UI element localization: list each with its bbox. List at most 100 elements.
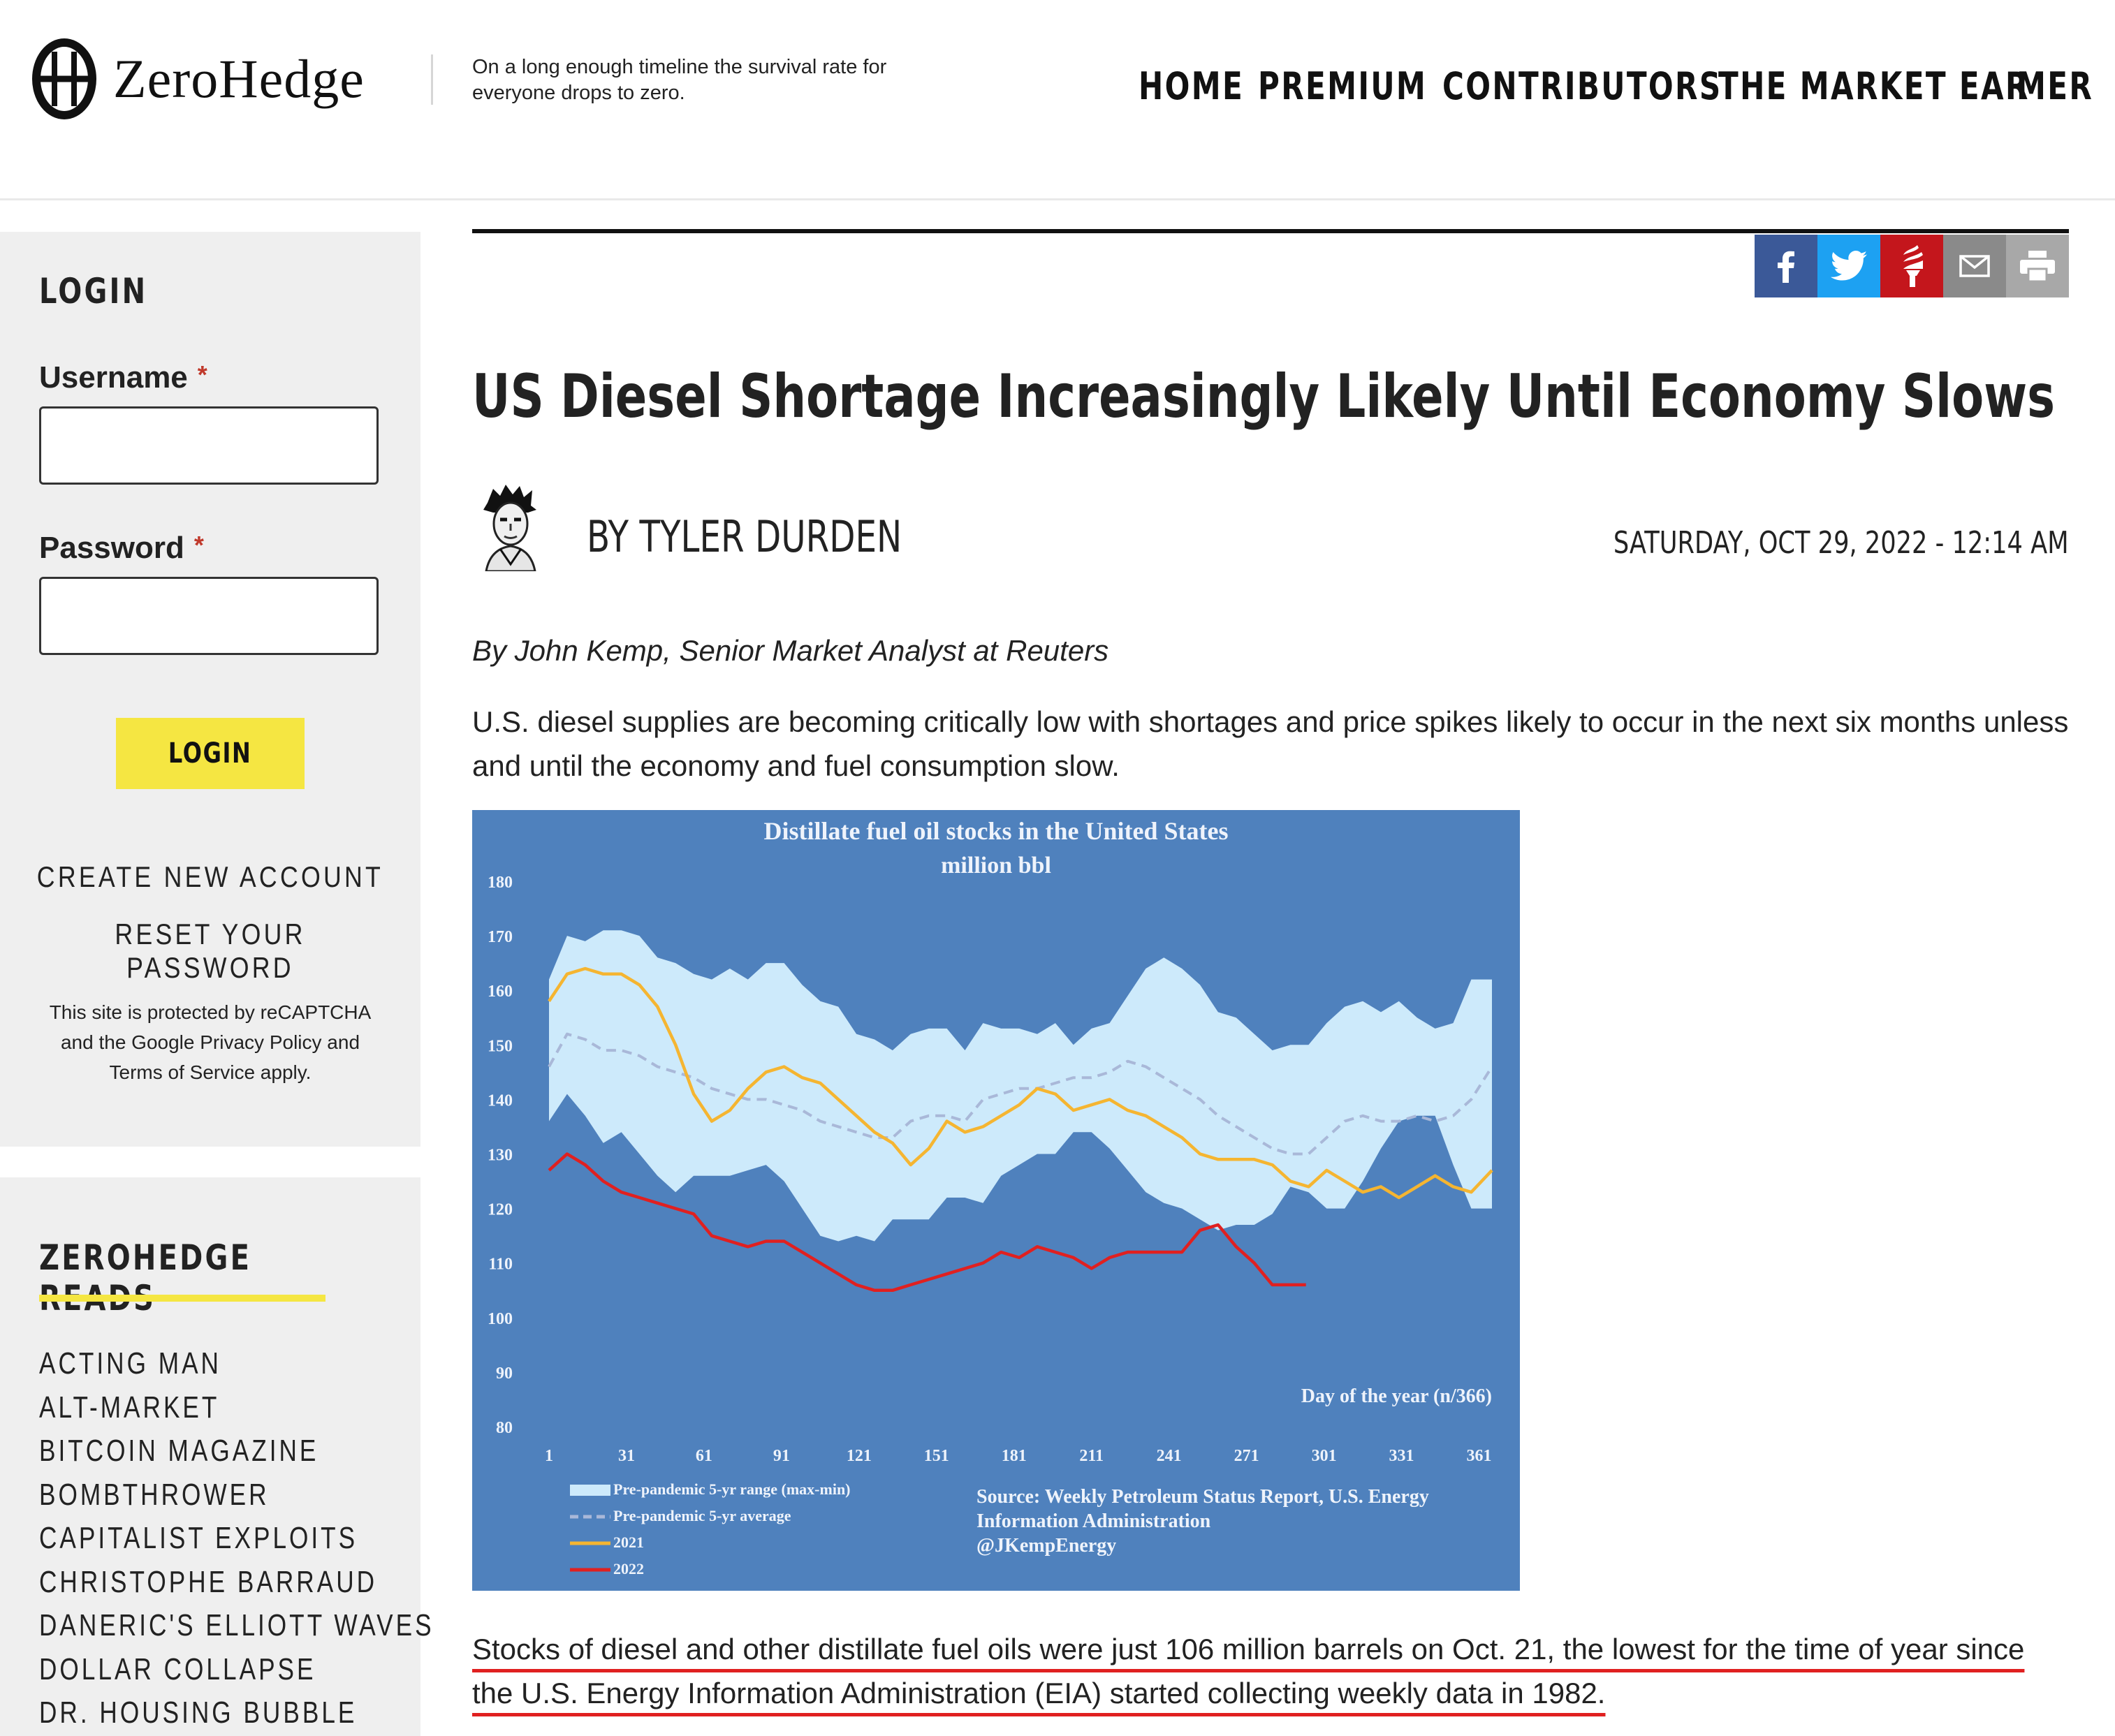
- password-label: Password *: [39, 531, 204, 565]
- login-title: LOGIN: [39, 271, 148, 311]
- source-line: Source: Weekly Petroleum Status Report, …: [976, 1486, 1429, 1508]
- chart-subtitle: million bbl: [941, 853, 1051, 878]
- y-tick-label: 160: [488, 983, 513, 1001]
- distillate-stocks-chart: Distillate fuel oil stocks in the United…: [472, 810, 1520, 1591]
- series-line: [548, 1032, 1493, 1156]
- y-tick-label: 100: [488, 1310, 513, 1328]
- article-paragraph-highlighted: Stocks of diesel and other distillate fu…: [472, 1633, 2025, 1709]
- x-tick-label: 331: [1389, 1447, 1414, 1465]
- reads-link[interactable]: ACTING MAN: [39, 1346, 221, 1381]
- reads-link[interactable]: BITCOIN MAGAZINE: [39, 1434, 319, 1468]
- zerohedge-logo-icon: [32, 38, 96, 119]
- author-name[interactable]: BY TYLER DURDEN: [587, 511, 902, 562]
- x-tick-label: 301: [1312, 1447, 1337, 1465]
- facebook-icon: [1778, 251, 1794, 283]
- source-line: @JKempEnergy: [976, 1535, 1116, 1557]
- zerohedge-reads-panel: ZEROHEDGE READS ACTING MAN ALT-MARKET BI…: [0, 1177, 432, 1736]
- required-marker: *: [197, 360, 207, 389]
- reads-link[interactable]: DANERIC'S ELLIOTT WAVES: [39, 1608, 434, 1642]
- login-panel: LOGIN Username * Password * LOGIN CREATE N…: [0, 232, 420, 1147]
- login-title-wrap: LOGIN: [39, 271, 175, 311]
- x-tick-label: 241: [1157, 1447, 1182, 1465]
- reads-link[interactable]: DOLLAR COLLAPSE: [39, 1652, 316, 1686]
- legend-label: 2021: [613, 1533, 644, 1551]
- reads-link[interactable]: CHRISTOPHE BARRAUD: [39, 1564, 378, 1599]
- nav-home[interactable]: HOME: [1139, 64, 1245, 108]
- share-bar: [1755, 235, 2069, 297]
- reads-link[interactable]: CAPITALIST EXPLOITS: [39, 1521, 358, 1555]
- torch-share-button[interactable]: [1880, 235, 1943, 297]
- main-nav: HOME PREMIUM CONTRIBUTORS THE MARKET EAR…: [1139, 64, 2115, 120]
- username-label: Username *: [39, 360, 207, 395]
- legend-label: 2022: [613, 1560, 644, 1577]
- y-tick-label: 90: [496, 1364, 513, 1383]
- header-divider: [431, 54, 433, 105]
- y-tick-label: 110: [488, 1256, 513, 1274]
- email-icon: [1959, 255, 1990, 277]
- y-tick-label: 140: [488, 1091, 513, 1110]
- y-tick-label: 80: [496, 1419, 513, 1437]
- print-button[interactable]: [2006, 235, 2069, 297]
- chart-legend: Pre-pandemic 5-yr range (max-min) Pre-pan…: [570, 1480, 851, 1577]
- reads-title-underline: [39, 1295, 325, 1302]
- reads-link[interactable]: DR. HOUSING BUBBLE: [39, 1695, 358, 1730]
- x-tick-label: 361: [1467, 1447, 1492, 1465]
- legend-label: Pre-pandemic 5-yr average: [613, 1507, 791, 1524]
- series-line: [548, 966, 1493, 1200]
- chart-background: [472, 810, 1520, 1591]
- author-avatar: [483, 485, 536, 571]
- x-axis-ticks: 1 31 61 91 121 151 181 211 241 271 301 331 361: [545, 1447, 1492, 1465]
- username-input[interactable]: [39, 406, 379, 485]
- reset-password-link[interactable]: RESET YOUR PASSWORD: [115, 918, 306, 984]
- nav-premium[interactable]: PREMIUM: [1257, 64, 1427, 108]
- reads-title-wrap: ZEROHEDGE READS: [39, 1237, 420, 1318]
- x-tick-label: 181: [1002, 1447, 1027, 1465]
- x-tick-label: 1: [545, 1447, 553, 1465]
- y-tick-label: 120: [488, 1201, 513, 1219]
- site-logo[interactable]: ZeroHedge: [31, 38, 365, 120]
- y-tick-label: 130: [488, 1147, 513, 1165]
- twitter-icon: [1831, 251, 1867, 281]
- legend-label: Pre-pandemic 5-yr range (max-min): [613, 1480, 851, 1498]
- reads-title: ZEROHEDGE READS: [39, 1237, 252, 1318]
- recaptcha-notice: This site is protected by reCAPTCHA and …: [49, 1001, 372, 1083]
- article-intro-paragraph: U.S. diesel supplies are becoming critic…: [472, 705, 2069, 782]
- x-tick-label: 91: [773, 1447, 790, 1465]
- y-axis-ticks: 80 90 100 110 120 130 140 150 160 170 180: [488, 874, 513, 1437]
- create-account-link[interactable]: CREATE NEW ACCOUNT: [36, 860, 384, 893]
- print-icon: [2020, 251, 2055, 281]
- chart-title: Distillate fuel oil stocks in the United…: [764, 817, 1229, 845]
- reads-link[interactable]: ALT-MARKET: [39, 1390, 220, 1425]
- x-tick-label: 61: [696, 1447, 712, 1465]
- reads-link[interactable]: BOMBTHROWER: [39, 1477, 270, 1512]
- nav-the-market-ear[interactable]: THE MARKET EAR: [1718, 64, 2030, 108]
- required-marker: *: [193, 531, 204, 559]
- login-button[interactable]: LOGIN: [116, 718, 305, 789]
- password-input[interactable]: [39, 577, 379, 655]
- article-top-rule: [472, 229, 2069, 233]
- torch-icon: [1903, 245, 1923, 287]
- site-tagline: On a long enough timeline the survival r…: [472, 56, 887, 104]
- legend-swatch: [570, 1485, 610, 1496]
- x-tick-label: 121: [847, 1447, 872, 1465]
- source-line: Information Administration: [976, 1510, 1211, 1532]
- site-header: ZeroHedge On a long enough timeline the …: [0, 0, 2115, 200]
- article-byline: By John Kemp, Senior Market Analyst at R…: [472, 634, 1109, 667]
- nav-more[interactable]: MER: [2016, 64, 2093, 108]
- series-line: [548, 1152, 1306, 1293]
- y-tick-label: 170: [488, 928, 513, 946]
- article-date: SATURDAY, OCT 29, 2022 - 12:14 AM: [1613, 525, 2069, 561]
- facebook-share-button[interactable]: [1755, 235, 1817, 297]
- article-title: US Diesel Shortage Increasingly Likely U…: [472, 362, 2056, 432]
- x-axis-label: Day of the year (n/366): [1301, 1385, 1492, 1407]
- logo-text: ZeroHedge: [113, 48, 365, 109]
- x-tick-label: 31: [618, 1447, 635, 1465]
- reads-list: ACTING MAN ALT-MARKET BITCOIN MAGAZINE B…: [39, 1342, 533, 1735]
- nav-contributors[interactable]: CONTRIBUTORS: [1442, 64, 1722, 108]
- series-lines: [548, 966, 1493, 1293]
- x-tick-label: 151: [924, 1447, 949, 1465]
- email-share-button[interactable]: [1943, 235, 2006, 297]
- chart-source: Source: Weekly Petroleum Status Report, …: [976, 1486, 1429, 1557]
- twitter-share-button[interactable]: [1817, 235, 1880, 297]
- x-tick-label: 211: [1079, 1447, 1104, 1465]
